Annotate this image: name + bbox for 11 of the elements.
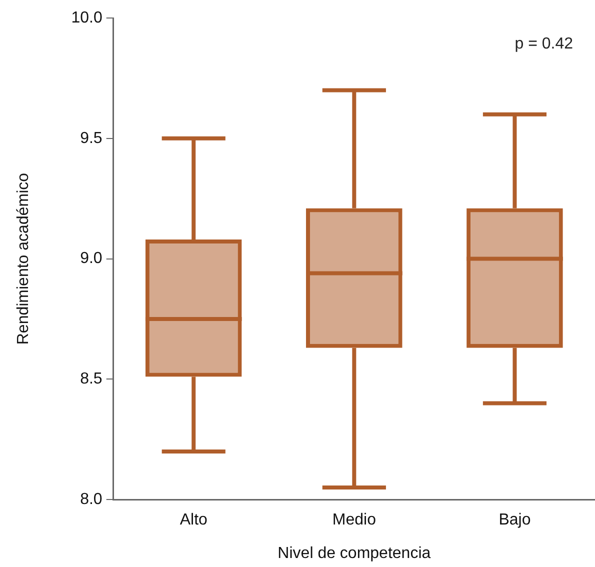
- y-tick-label: 8.0: [80, 491, 102, 508]
- y-tick-label: 8.5: [80, 370, 102, 388]
- x-axis-title: Nivel de competencia: [278, 544, 431, 562]
- x-tick-label: Medio: [332, 512, 376, 529]
- annotation: p = 0.42: [514, 35, 574, 52]
- y-tick-label: 9.0: [80, 250, 102, 268]
- x-tick-label: Alto: [180, 512, 208, 529]
- y-tick-label: 10.0: [71, 9, 102, 26]
- x-tick-label: Bajo: [498, 512, 531, 529]
- y-axis-title: Rendimiento académico: [15, 172, 32, 345]
- y-tick-label: 9.5: [80, 130, 102, 147]
